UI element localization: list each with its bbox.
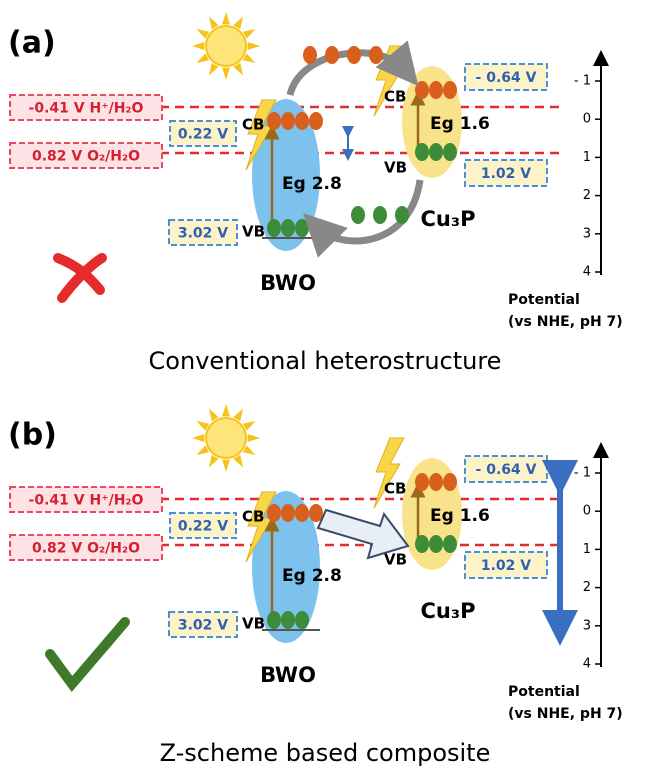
hole (267, 219, 281, 237)
axis-tick-label: - 1 (574, 466, 591, 481)
h-level: -0.41 V H⁺/H₂O (29, 101, 144, 117)
hole (281, 219, 295, 237)
electron (295, 504, 309, 522)
bwo-name: BWO (260, 663, 316, 687)
hole (429, 143, 443, 161)
o-level: 0.82 V O₂/H₂O (32, 541, 140, 557)
hole (295, 611, 309, 629)
sun (206, 418, 246, 458)
hole (415, 535, 429, 553)
panel: (b) -0.41 V H⁺/H₂O 0.82 V O₂/H₂O CB VB Eg 2.8… (8, 404, 623, 767)
axis-title: Potential (508, 292, 580, 308)
panel: (a) -0.41 V H⁺/H₂O 0.82 V O₂/H₂O CB VB Eg 2.8… (8, 12, 623, 375)
bwo-cb-value: 0.22 V (178, 519, 228, 535)
bwo-vb: VB (242, 615, 265, 633)
axis-subtitle: (vs NHE, pH 7) (508, 314, 623, 330)
electron (267, 112, 281, 130)
o-level: 0.82 V O₂/H₂O (32, 149, 140, 165)
h-level: -0.41 V H⁺/H₂O (29, 493, 144, 509)
electron (443, 473, 457, 491)
sun-ray (248, 42, 260, 50)
electron (281, 112, 295, 130)
hole (295, 219, 309, 237)
electron (295, 112, 309, 130)
hole (281, 611, 295, 629)
sun-ray (248, 434, 260, 442)
cu3p-vb: VB (384, 159, 407, 177)
electron (281, 504, 295, 522)
bwo-gap: Eg 2.8 (282, 566, 342, 586)
electron (415, 473, 429, 491)
cu3p-vb-value: 1.02 V (481, 166, 531, 182)
hole (373, 206, 387, 224)
sun-ray (222, 404, 230, 416)
electron (429, 81, 443, 99)
panel-label: (b) (8, 418, 57, 453)
sun-ray (222, 68, 230, 80)
electron (429, 473, 443, 491)
electron (369, 46, 383, 64)
axis-tick-label: 4 (583, 265, 591, 280)
bwo-gap: Eg 2.8 (282, 174, 342, 194)
electron (415, 81, 429, 99)
bwo-cb: CB (242, 116, 264, 134)
axis-tick-label: 1 (583, 150, 591, 165)
hole (351, 206, 365, 224)
caption: Conventional heterostructure (149, 347, 502, 375)
panel-label: (a) (8, 26, 56, 61)
bwo-cb-value: 0.22 V (178, 127, 228, 143)
sun-ray (192, 42, 204, 50)
electron (303, 46, 317, 64)
electron (443, 81, 457, 99)
axis-tick-label: 2 (583, 188, 591, 203)
cu3p-name: Cu₃P (421, 207, 476, 231)
sun-ray (192, 434, 204, 442)
bwo-vb: VB (242, 223, 265, 241)
bwo-name: BWO (260, 271, 316, 295)
z-transfer-arrow (318, 510, 408, 558)
cu3p-gap: Eg 1.6 (430, 506, 490, 526)
caption: Z-scheme based composite (160, 739, 491, 767)
bwo-vb-value: 3.02 V (178, 618, 228, 634)
hole (429, 535, 443, 553)
axis-tick-label: 0 (583, 112, 591, 127)
axis-title: Potential (508, 684, 580, 700)
axis-tick-label: - 1 (574, 74, 591, 89)
cu3p-cb: CB (384, 88, 406, 106)
cu3p-cb: CB (384, 480, 406, 498)
sun-ray (222, 460, 230, 472)
axis-tick-label: 4 (583, 657, 591, 672)
cu3p-name: Cu₃P (421, 599, 476, 623)
hole (267, 611, 281, 629)
cu3p-cb-value: - 0.64 V (476, 70, 537, 86)
hole (443, 143, 457, 161)
cross-mark (58, 258, 102, 298)
cu3p-cb-value: - 0.64 V (476, 462, 537, 478)
cu3p-vb-value: 1.02 V (481, 558, 531, 574)
axis-tick-label: 3 (583, 226, 591, 241)
axis-tick-label: 0 (583, 504, 591, 519)
electron (325, 46, 339, 64)
bwo-cb: CB (242, 508, 264, 526)
cu3p-gap: Eg 1.6 (430, 114, 490, 134)
axis-tick-label: 1 (583, 542, 591, 557)
hole (415, 143, 429, 161)
axis-tick-label: 2 (583, 580, 591, 595)
sun (206, 26, 246, 66)
electron (309, 112, 323, 130)
electron (347, 46, 361, 64)
hole (443, 535, 457, 553)
axis-subtitle: (vs NHE, pH 7) (508, 706, 623, 722)
axis-tick-label: 3 (583, 618, 591, 633)
hole (395, 206, 409, 224)
bwo-vb-value: 3.02 V (178, 226, 228, 242)
lightning (374, 438, 404, 508)
check-mark (50, 622, 125, 684)
electron (267, 504, 281, 522)
figure: (a) -0.41 V H⁺/H₂O 0.82 V O₂/H₂O CB VB Eg 2.8… (0, 0, 649, 768)
sun-ray (222, 12, 230, 24)
